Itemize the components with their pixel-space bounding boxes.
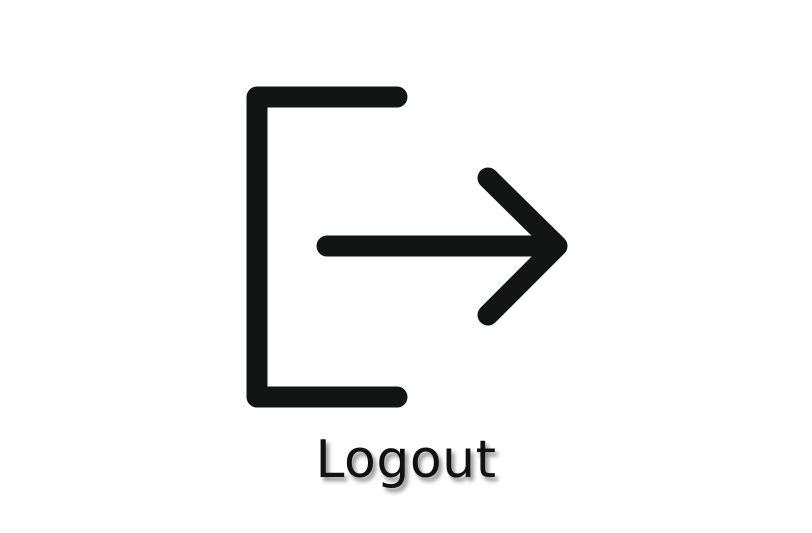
logout-label: Logout (315, 430, 497, 490)
